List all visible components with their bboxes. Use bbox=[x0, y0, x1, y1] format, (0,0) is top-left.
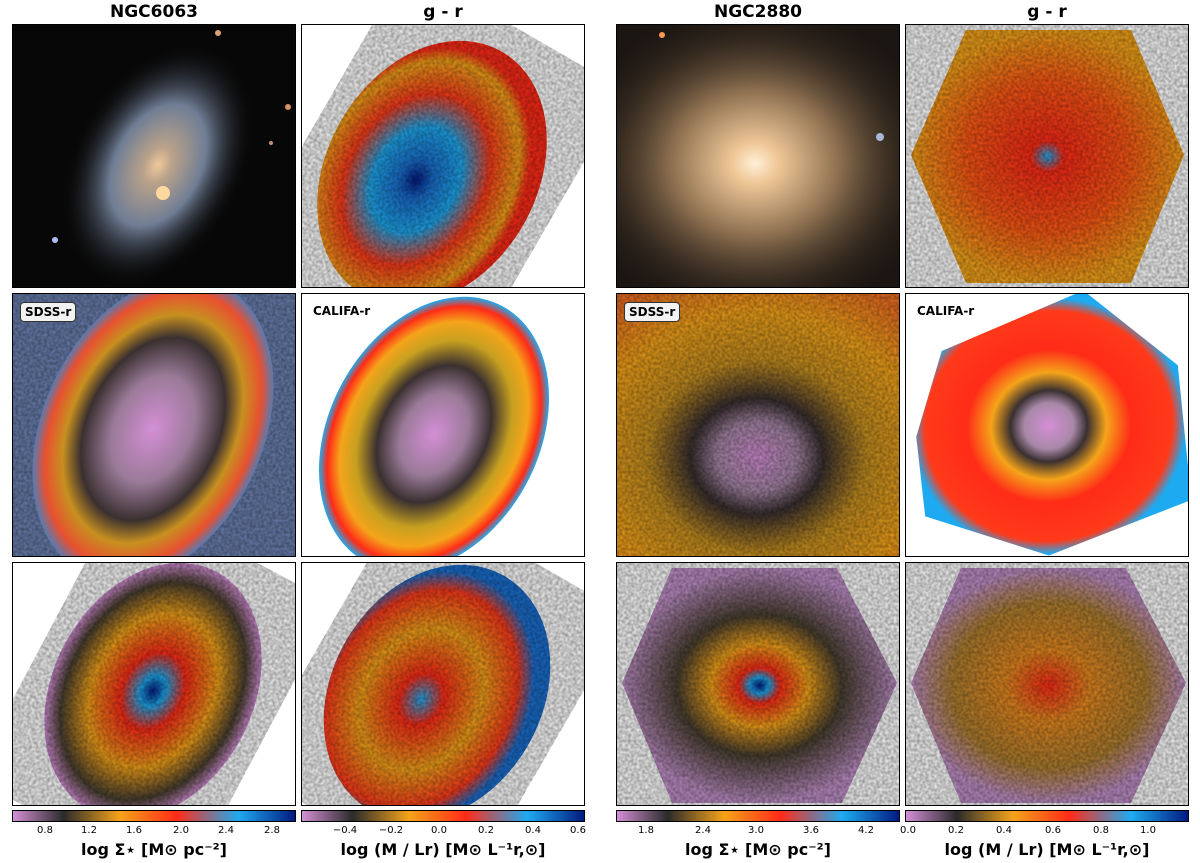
sdss-r-tag: SDSS-r bbox=[624, 302, 681, 322]
colorbar-tick: −0.2 bbox=[378, 825, 404, 836]
stellar-mass-density-map-ngc6063 bbox=[12, 562, 296, 806]
colorbar-tick: 0.0 bbox=[431, 825, 447, 836]
sdss-image-ngc6063 bbox=[12, 24, 296, 288]
colorbar-tick: 2.8 bbox=[264, 825, 280, 836]
colorbar-tick: 0.8 bbox=[37, 825, 53, 836]
sdss-r-stellar-density-ngc6063: SDSS-r bbox=[12, 293, 296, 557]
colorbar-tick: 1.6 bbox=[126, 825, 142, 836]
colorbar-mass-to-light-ngc6063 bbox=[301, 810, 585, 822]
colorbar-tick: 3.6 bbox=[803, 825, 819, 836]
califa-r-tag: CALIFA-r bbox=[313, 304, 371, 318]
colorbar-label: log Σ⋆ [M⊙ pc⁻²] bbox=[81, 840, 227, 859]
colorbar-mass-to-light-ngc2880 bbox=[905, 810, 1189, 822]
spiral-galaxy-image bbox=[52, 30, 291, 287]
column-title-g-r-right: g - r bbox=[1027, 2, 1067, 22]
gr-color-map-ngc6063 bbox=[301, 24, 585, 288]
stellar-mass-density-map-ngc2880 bbox=[616, 562, 900, 806]
colorbar-stellar-density-ngc6063 bbox=[12, 810, 296, 822]
sdss-image-ngc2880 bbox=[616, 24, 900, 288]
colorbar-tick: 0.4 bbox=[996, 825, 1012, 836]
colorbar-tick: 0.6 bbox=[570, 825, 586, 836]
colorbar-tick: 0.0 bbox=[900, 825, 916, 836]
colorbar-tick: 0.6 bbox=[1045, 825, 1061, 836]
colorbar-tick: 0.4 bbox=[525, 825, 541, 836]
colorbar-tick: 0.2 bbox=[478, 825, 494, 836]
column-title-ngc6063: NGC6063 bbox=[110, 2, 198, 22]
colorbar-tick: 4.2 bbox=[858, 825, 874, 836]
colorbar-tick: 3.0 bbox=[748, 825, 764, 836]
colorbar-tick: 0.2 bbox=[948, 825, 964, 836]
column-title-g-r-left: g - r bbox=[423, 2, 463, 22]
sdss-r-tag: SDSS-r bbox=[20, 302, 77, 322]
mass-to-light-map-ngc2880 bbox=[905, 562, 1189, 806]
gr-color-map-ngc2880 bbox=[905, 24, 1189, 288]
colorbar-tick: 0.8 bbox=[1093, 825, 1109, 836]
mass-to-light-map-ngc6063 bbox=[301, 562, 585, 806]
califa-r-stellar-density-ngc2880: CALIFA-r bbox=[905, 293, 1189, 557]
colorbar-tick: −0.4 bbox=[332, 825, 358, 836]
califa-r-tag: CALIFA-r bbox=[917, 304, 975, 318]
colorbar-label: log (M / Lr) [M⊙ L⁻¹r,⊙] bbox=[340, 840, 546, 859]
colorbar-label: log Σ⋆ [M⊙ pc⁻²] bbox=[685, 840, 831, 859]
colorbar-tick: 2.4 bbox=[695, 825, 711, 836]
column-title-ngc2880: NGC2880 bbox=[714, 2, 802, 22]
colorbar-tick: 1.8 bbox=[638, 825, 654, 836]
colorbar-tick: 1.0 bbox=[1140, 825, 1156, 836]
colorbar-tick: 1.2 bbox=[81, 825, 97, 836]
colorbar-tick: 2.4 bbox=[218, 825, 234, 836]
califa-r-stellar-density-ngc6063: CALIFA-r bbox=[301, 293, 585, 557]
sdss-r-stellar-density-ngc2880: SDSS-r bbox=[616, 293, 900, 557]
elliptical-galaxy-image bbox=[617, 25, 899, 287]
colorbar-tick: 2.0 bbox=[173, 825, 189, 836]
colorbar-stellar-density-ngc2880 bbox=[616, 810, 900, 822]
colorbar-label: log (M / Lr) [M⊙ L⁻¹r,⊙] bbox=[944, 840, 1150, 859]
